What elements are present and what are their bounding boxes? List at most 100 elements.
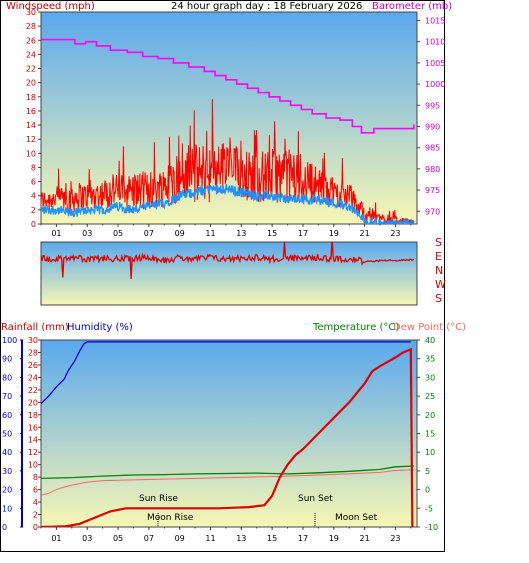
- barometer-line: [41, 38, 415, 134]
- windspeed-tick-label: 24: [26, 50, 36, 59]
- barometer-tick-label: 990: [425, 122, 440, 131]
- windspeed-tick-label: 8: [31, 163, 36, 172]
- hour-tick-label: 11: [205, 229, 215, 238]
- rainfall-tick-label: 30: [28, 336, 38, 345]
- direction-tick-label: E: [435, 250, 442, 263]
- temperature-tick-label: 15: [425, 430, 435, 439]
- windspeed-tick-label: 4: [31, 192, 36, 201]
- hour-tick-label: 03: [82, 229, 92, 238]
- hour-tick-label: 13: [236, 229, 246, 238]
- rainfall-tick-label: 0: [33, 523, 38, 532]
- barometer-tick-label: 975: [425, 186, 440, 195]
- rain-humidity-temp-chart: Rainfall (mm) Humidity (%) Temperature (…: [1, 322, 466, 543]
- barometer-tick-label: 995: [425, 101, 440, 110]
- moon-rise-label: Moon Rise: [147, 513, 194, 523]
- rainfall-tick-label: 2: [33, 511, 38, 520]
- humidity-tick-label: 0: [2, 523, 7, 532]
- barometer-ticks: 970 975 980 985 990 995 1000 1005 1010 1015: [417, 16, 445, 216]
- temperature-tick-label: 35: [425, 355, 435, 364]
- humidity-tick-label: 90: [2, 355, 12, 364]
- rainfall-tick-label: 16: [28, 423, 38, 432]
- humidity-tick-label: 40: [2, 448, 12, 457]
- humidity-ticks: 0 10 20 30 40 50 60 70 80 90 100: [2, 336, 23, 532]
- top-hour-ticks: 01 03 05 07 09 11 13 15 17 19 21 23: [40, 224, 412, 238]
- direction-tick-label: S: [435, 236, 442, 249]
- hour-tick-label: 05: [113, 534, 123, 543]
- temperature-tick-label: 0: [425, 486, 430, 495]
- humidity-tick-label: 20: [2, 486, 12, 495]
- hour-tick-label: 09: [175, 534, 185, 543]
- direction-series: [41, 242, 415, 280]
- wind-direction-line: [41, 242, 415, 280]
- direction-tick-label: W: [435, 278, 446, 291]
- lower-series: [41, 341, 414, 527]
- humidity-tick-label: 100: [2, 336, 17, 345]
- chart-title: 24 hour graph day : 18 February 2026: [171, 1, 362, 12]
- humidity-tick-label: 10: [2, 504, 12, 513]
- direction-plot-area: [40, 241, 418, 306]
- windspeed-tick-label: 10: [26, 149, 36, 158]
- lower-plot-area: [40, 339, 418, 528]
- rainfall-tick-label: 8: [33, 473, 38, 482]
- rainfall-line: [41, 347, 414, 527]
- windspeed-tick-label: 12: [26, 135, 36, 144]
- rainfall-tick-label: 20: [28, 398, 38, 407]
- barometer-tick-label: 985: [425, 144, 440, 153]
- hour-tick-label: 21: [360, 229, 370, 238]
- sun-rise-label: Sun Rise: [139, 494, 178, 504]
- hour-tick-label: 09: [175, 229, 185, 238]
- rainfall-tick-label: 28: [28, 348, 38, 357]
- windspeed-tick-label: 14: [26, 121, 36, 130]
- hour-tick-label: 17: [298, 534, 308, 543]
- humidity-tick-label: 60: [2, 411, 12, 420]
- windspeed-tick-label: 16: [26, 107, 36, 116]
- sun-set-label: Sun Set: [298, 494, 333, 504]
- temperature-tick-label: 40: [425, 336, 435, 345]
- barometer-tick-label: 1005: [425, 59, 445, 68]
- windspeed-tick-label: 28: [26, 22, 36, 31]
- temperature-tick-label: 25: [425, 392, 435, 401]
- temperature-tick-label: -5: [425, 504, 433, 513]
- barometer-tick-label: 1010: [425, 38, 445, 47]
- hour-tick-label: 21: [360, 534, 370, 543]
- hour-tick-label: 15: [267, 229, 277, 238]
- hour-tick-label: 19: [329, 229, 339, 238]
- rainfall-tick-label: 10: [28, 461, 38, 470]
- wind-average-line: [41, 184, 415, 224]
- hour-tick-label: 17: [298, 229, 308, 238]
- moon-set-label: Moon Set: [335, 513, 378, 523]
- rainfall-tick-label: 4: [33, 498, 38, 507]
- temperature-tick-label: 30: [425, 373, 435, 382]
- dewpoint-line: [41, 469, 414, 496]
- rainfall-tick-label: 18: [28, 411, 38, 420]
- windspeed-tick-label: 2: [31, 206, 36, 215]
- temperature-line: [41, 465, 414, 480]
- humidity-line: [41, 341, 411, 405]
- rainfall-tick-label: 6: [33, 486, 38, 495]
- windspeed-tick-label: 6: [31, 178, 36, 187]
- hour-tick-label: 07: [144, 534, 154, 543]
- rainfall-tick-label: 26: [28, 361, 38, 370]
- barometer-tick-label: 1000: [425, 80, 445, 89]
- hour-tick-label: 15: [267, 534, 277, 543]
- temperature-axis-label: Temperature (°C): [312, 322, 399, 333]
- windspeed-tick-label: 20: [26, 79, 36, 88]
- rainfall-tick-label: 12: [28, 448, 38, 457]
- windspeed-tick-label: 22: [26, 65, 36, 74]
- hour-tick-label: 23: [390, 229, 400, 238]
- windspeed-tick-label: 30: [26, 8, 36, 17]
- lower-hour-ticks: 01 03 05 07 09 11 13 15 17 19 21 23: [40, 527, 412, 543]
- temperature-ticks: -10 -5 0 5 10 15 20 25 30 35 40: [417, 336, 438, 532]
- barometer-tick-label: 970: [425, 207, 440, 216]
- top-series: [41, 38, 415, 224]
- hour-tick-label: 07: [144, 229, 154, 238]
- hour-tick-label: 03: [82, 534, 92, 543]
- dewpoint-axis-label: Dew Point (°C): [393, 322, 466, 333]
- direction-tick-label: S: [435, 292, 442, 305]
- temperature-tick-label: -10: [425, 523, 438, 532]
- hour-tick-label: 23: [390, 534, 400, 543]
- windspeed-tick-label: 0: [31, 220, 36, 229]
